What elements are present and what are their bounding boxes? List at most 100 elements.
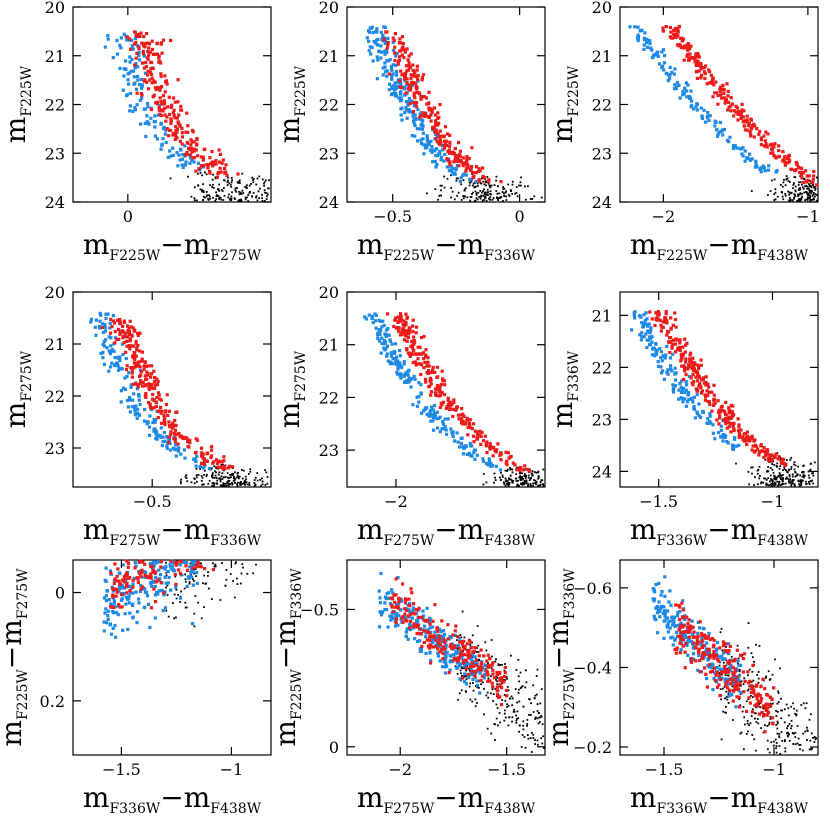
point-black [224,585,227,587]
point-red [721,87,725,91]
point-red [730,102,734,106]
point-red [208,171,212,175]
point-red [405,47,409,51]
point-red [419,96,423,100]
point-red [190,150,194,154]
point-red [148,78,152,82]
point-black [543,747,545,749]
point-black [782,181,785,184]
point-red [783,155,787,159]
point-blue [639,338,643,342]
point-blue [389,618,393,622]
point-blue [463,664,467,668]
point-red [801,181,805,185]
point-red [188,148,192,152]
point-blue [196,161,201,165]
point-blue [443,657,448,661]
point-red [149,576,153,580]
point-black [808,185,811,188]
point-red [165,393,169,397]
point-black [791,732,794,734]
point-red [412,335,416,339]
point-black [517,692,520,694]
point-red [426,364,430,368]
point-blue [464,173,468,177]
point-red [697,55,701,59]
point-blue [707,118,711,123]
point-red [397,41,401,45]
point-red [208,156,212,160]
point-blue [107,349,111,353]
point-red [407,332,411,336]
point-red [459,413,463,417]
point-black [216,479,219,482]
point-blue [674,378,678,382]
point-red [426,369,430,373]
point-black [750,190,753,192]
point-black [775,715,778,717]
point-red [446,396,450,400]
point-black [214,176,217,179]
point-red [218,160,222,164]
point-black [746,689,749,692]
point-red [412,74,416,78]
point-red [688,357,692,361]
point-red [172,431,177,435]
point-black [476,625,479,627]
point-red [428,376,432,380]
point-red [156,416,160,420]
point-red [461,412,465,416]
point-red [487,180,491,184]
point-blue [393,94,397,98]
point-blue [390,588,394,592]
point-red [724,400,728,404]
point-black [751,696,754,698]
point-red [139,587,143,591]
point-red [477,167,481,171]
point-blue [407,376,412,380]
point-black [456,673,459,675]
point-red [469,646,473,650]
point-red [118,582,122,586]
point-black [529,485,532,487]
point-red [452,658,456,662]
point-red [220,161,224,165]
point-black [208,479,211,482]
point-blue [385,352,389,356]
point-red [661,325,665,329]
point-red [807,174,811,178]
point-red [416,73,420,78]
point-red [130,334,134,338]
point-red [189,143,193,147]
point-red [403,74,407,78]
point-blue [397,361,401,365]
point-blue [714,120,718,124]
point-red [527,469,531,473]
minus-m-symbol: −m [269,619,302,669]
point-black [206,473,208,476]
point-blue [385,344,390,348]
point-red [677,42,681,47]
point-red [499,180,503,184]
point-black [809,480,812,483]
filter-subscript: F336W [109,801,160,817]
point-black [523,483,526,486]
point-black [453,198,456,201]
point-black [215,198,217,200]
point-red [113,329,117,334]
point-blue [166,569,170,574]
point-red [116,567,120,571]
point-blue [387,88,391,92]
point-blue [411,403,415,407]
point-red [416,77,420,81]
point-black [263,182,265,185]
point-blue [633,316,637,320]
point-black [758,477,761,480]
point-black [255,195,258,197]
point-black [505,195,508,198]
point-red [424,353,428,357]
filter-subscript: F225W [566,65,582,116]
point-red [452,398,456,402]
point-red [458,154,462,158]
point-red [133,382,137,386]
